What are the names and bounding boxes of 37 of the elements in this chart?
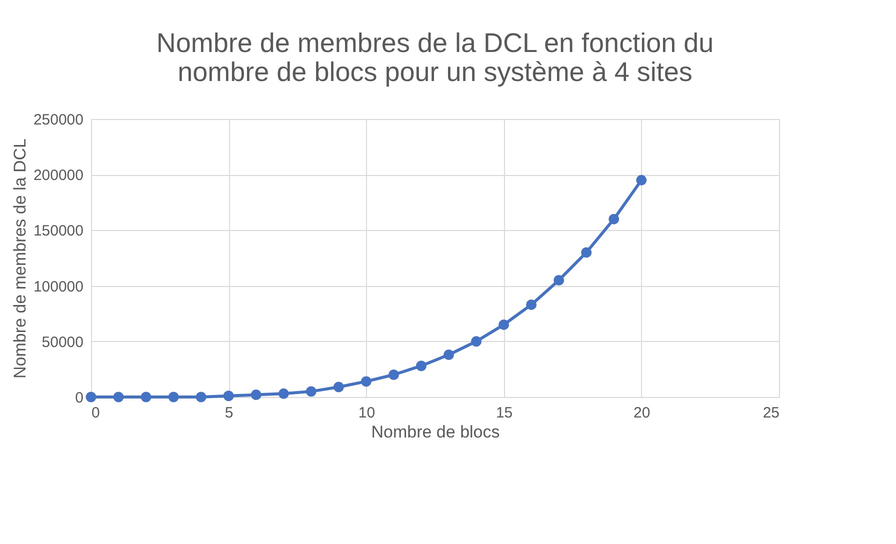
y-tick-label: 50000	[42, 334, 84, 351]
point	[471, 336, 482, 347]
point	[416, 360, 426, 372]
y-tick-label: 0	[75, 390, 84, 406]
point	[113, 392, 124, 402]
point	[526, 299, 537, 310]
point	[608, 214, 620, 224]
point	[636, 174, 647, 186]
x-tick-label: 20	[634, 404, 650, 422]
x-tick-label: 15	[496, 404, 513, 422]
y-tick-label: 100000	[33, 278, 84, 296]
point	[223, 390, 234, 402]
y-tick-label: 150000	[33, 222, 84, 240]
x-tick-label: 0	[92, 404, 100, 422]
point	[498, 319, 510, 330]
point	[306, 386, 316, 397]
x-axis-title: Nombre de blocs	[371, 422, 500, 442]
x-tick-label: 5	[224, 404, 234, 422]
y-tick-label: 200000	[33, 167, 84, 184]
point	[444, 350, 454, 360]
point	[360, 376, 372, 387]
x-tick-label: 10	[358, 404, 376, 422]
point	[250, 390, 262, 400]
point	[581, 247, 592, 258]
point	[388, 370, 399, 380]
y-axis-title: Nombre de membres de la DCL	[10, 138, 30, 378]
text: Nombre de membres de la DCL en fonction du	[156, 28, 714, 58]
point	[196, 392, 206, 402]
point	[278, 388, 289, 399]
point	[140, 392, 152, 402]
x-tick-label: 25	[762, 404, 780, 422]
point	[554, 275, 564, 286]
point	[333, 382, 344, 392]
y-tick-label: 250000	[33, 112, 84, 128]
point	[86, 392, 96, 402]
text: nombre de blocs pour un système à 4 sites	[178, 57, 692, 87]
point	[168, 392, 179, 402]
